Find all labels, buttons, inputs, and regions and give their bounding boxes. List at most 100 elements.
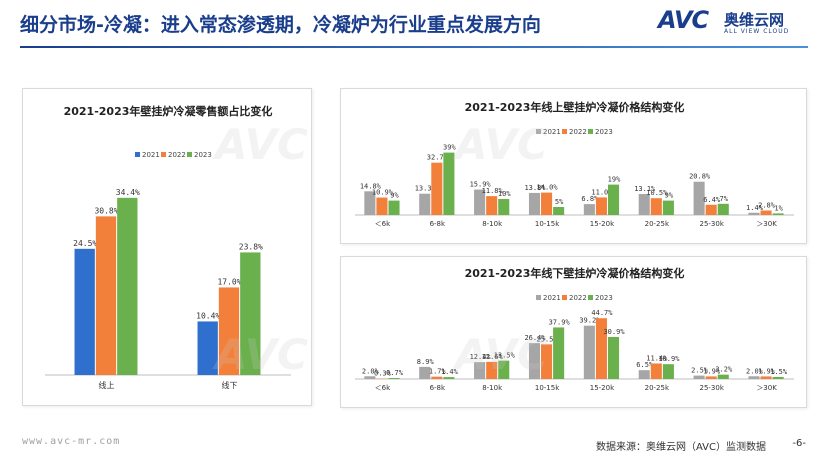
chart-title: 2021-2023年线下壁挂炉冷凝价格结构变化	[465, 266, 685, 280]
category-label: 15-20k	[590, 220, 615, 228]
category-label: 10-15k	[535, 384, 560, 392]
category-label: 线上	[99, 380, 115, 390]
logo-en-text: ALL VIEW CLOUD	[724, 28, 790, 35]
data-label: 7%	[720, 195, 729, 203]
bar-2023	[117, 197, 138, 375]
legend-label: 2023	[595, 128, 613, 136]
legend-swatch	[562, 129, 567, 134]
data-label: 0.3%	[374, 370, 392, 378]
page-title: 细分市场-冷凝：进入常态渗透期，冷凝炉为行业重点发展方向	[20, 14, 541, 36]
bar-2021	[638, 370, 650, 379]
bar-2022	[760, 210, 772, 215]
bar-2022	[95, 216, 117, 375]
legend-swatch	[161, 152, 166, 157]
bar-2023	[388, 378, 400, 379]
data-source: 数据来源：奥维云网（AVC）监测数据	[595, 442, 766, 453]
category-label: 8-10k	[482, 384, 503, 392]
data-label: 15.9%	[470, 181, 492, 189]
bar-2023	[498, 199, 510, 215]
data-label: 37.9%	[549, 318, 571, 326]
data-label: 9%	[665, 192, 674, 200]
category-label: ＜6k	[375, 384, 391, 392]
bar-2022	[431, 376, 443, 379]
bar-2022	[595, 197, 607, 215]
bar-2021	[748, 212, 760, 215]
bar-2021	[419, 366, 431, 379]
bar-2022	[705, 376, 717, 379]
category-label: 15-20k	[590, 384, 615, 392]
legend-swatch	[562, 295, 567, 300]
logo-text: AVC	[658, 6, 709, 34]
bar-2021	[364, 376, 376, 379]
bar-2021	[583, 325, 595, 379]
category-label: 8-10k	[482, 220, 503, 228]
bar-2022	[486, 196, 498, 215]
chart-panel-share: 2021-2023年壁挂炉冷凝零售额占比变化 2021 2022 2023 24.5% 3…	[22, 88, 312, 406]
bar-2023	[498, 360, 510, 379]
chart-panel-offline: 2021-2023年线下壁挂炉冷凝价格结构变化 2021 2022 2023 2.0% 0…	[340, 256, 807, 408]
data-label: 12.6%	[482, 353, 504, 361]
category-label: 线下	[222, 380, 238, 390]
data-label: 13.5%	[494, 352, 516, 360]
bar-2023	[607, 184, 620, 215]
chart-title: 2021-2023年线上壁挂炉冷凝价格结构变化	[465, 100, 685, 114]
bar-2021	[419, 193, 431, 215]
data-label: 2.8%	[758, 202, 776, 210]
legend-label: 2021	[543, 128, 561, 136]
data-label: 1%	[774, 204, 783, 212]
legend-swatch	[187, 152, 192, 157]
data-label: 13.8%	[524, 184, 546, 192]
data-label: 11.0%	[591, 188, 613, 196]
bar-2023	[772, 213, 784, 215]
data-label: 44.7%	[591, 309, 613, 317]
data-label: 9%	[390, 192, 399, 200]
bar-2021	[528, 192, 541, 215]
bar-2023	[553, 327, 565, 379]
legend-label: 2022	[569, 294, 587, 302]
data-label: 0.7%	[386, 369, 404, 377]
data-label: 10.5%	[646, 189, 668, 197]
bar-2021	[693, 375, 705, 379]
data-label: 2.5%	[691, 367, 709, 375]
chart-online: 2021-2023年线上壁挂炉冷凝价格结构变化 2021 2022 2023 14.8%…	[355, 100, 794, 228]
data-label: 19%	[608, 176, 621, 184]
bar-2022	[431, 162, 443, 215]
bar-2022	[486, 361, 498, 379]
legend-swatch	[536, 129, 541, 134]
category-label: ＞30K	[756, 384, 777, 392]
category-label: 20-25k	[645, 220, 670, 228]
bar-2021	[583, 204, 595, 215]
website-url: www.avc-mr.com	[22, 436, 121, 447]
bar-2021	[528, 343, 541, 379]
data-label: 10%	[498, 190, 511, 198]
bar-2022	[650, 198, 662, 215]
bar-2023	[772, 376, 784, 379]
data-label: 26.4%	[524, 334, 546, 342]
bar-2021	[638, 194, 650, 215]
page-number: -6-	[792, 438, 806, 449]
data-label: 6.4%	[703, 196, 721, 204]
bar-2023	[717, 203, 729, 215]
legend-swatch	[135, 152, 140, 157]
bar-2023	[443, 377, 455, 379]
bar-2023	[240, 252, 261, 375]
legend-label: 2021	[543, 294, 561, 302]
bar-2021	[74, 248, 95, 375]
legend-swatch	[536, 295, 541, 300]
bar-2021	[474, 189, 486, 215]
data-label: 1.7%	[429, 368, 447, 376]
category-label: 20-25k	[645, 384, 670, 392]
data-label: 39.2%	[579, 317, 601, 325]
bar-2021	[197, 321, 218, 375]
data-label: 32.7%	[427, 154, 449, 162]
bar-2023	[662, 364, 674, 379]
data-label: 10.9%	[372, 189, 394, 197]
data-label: 12.4%	[470, 353, 492, 361]
data-label: 30.9%	[603, 328, 625, 336]
logo-cn-text: 奥维云网	[724, 11, 785, 29]
data-label: 17.0%	[217, 277, 241, 286]
bar-2021	[693, 181, 705, 215]
data-label: 24.5%	[73, 239, 97, 248]
bar-2023	[443, 152, 455, 215]
